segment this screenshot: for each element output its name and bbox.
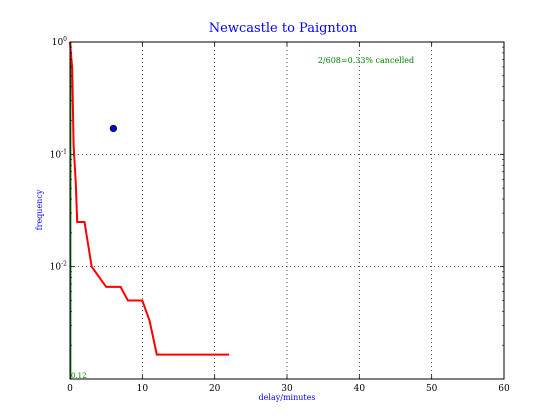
x-tick-label: 10 [137, 384, 149, 394]
x-tick-label: 30 [281, 384, 293, 394]
chart-title: Newcastle to Paignton [209, 21, 358, 36]
mean-point [109, 124, 118, 133]
axis-ticks: 0 10 20 30 40 50 60 100 10-1 10-2 [50, 36, 510, 394]
x-axis-label: delay/minutes [259, 393, 316, 402]
series-layer [69, 41, 230, 379]
grid-lines [70, 42, 504, 379]
cancelled-annotation: 2/608=0.33% cancelled [318, 56, 414, 65]
x-tick-label: 60 [498, 384, 510, 394]
x-tick-label: 50 [426, 384, 438, 394]
y-tick-label: 10-1 [50, 148, 67, 160]
y-tick-label: 10-2 [50, 261, 67, 273]
x-tick-label: 40 [354, 384, 366, 394]
x-tick-label: 0 [67, 384, 73, 394]
y-tick-label: 100 [52, 36, 67, 48]
plot-frame [69, 41, 505, 380]
median-label: 0.12 [71, 372, 87, 380]
y-axis-label: frequency [35, 189, 44, 230]
series-line [69, 41, 230, 356]
x-tick-label: 20 [209, 384, 221, 394]
